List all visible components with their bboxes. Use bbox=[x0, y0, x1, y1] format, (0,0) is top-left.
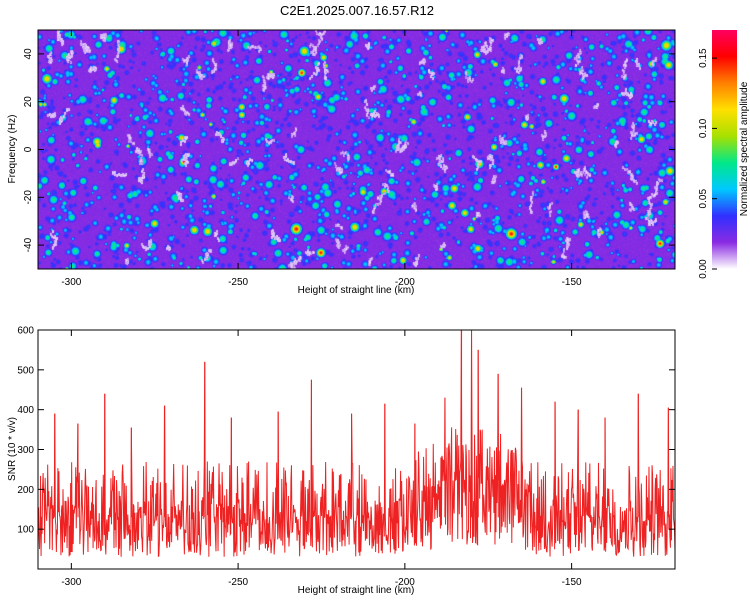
x-tick-label: -200 bbox=[395, 277, 415, 288]
colorbar: 0.00 0.05 0.10 0.15 Normalized spectral amp… bbox=[698, 30, 750, 279]
x-tick-label: -150 bbox=[562, 277, 582, 288]
heatmap-y-axis: -40 -20 0 20 40 bbox=[23, 48, 675, 252]
y-tick-label: -20 bbox=[23, 190, 34, 205]
snr-x-axis: -300 -250 -200 -150 bbox=[61, 330, 582, 588]
y-tick-label: 600 bbox=[17, 326, 34, 337]
colorbar-label: Normalized spectral amplitude bbox=[739, 81, 750, 216]
colorbar-tick-label: 0.10 bbox=[698, 118, 709, 138]
figure-title: C2E1.2025.007.16.57.R12 bbox=[280, 3, 434, 18]
snr-series-line bbox=[37, 329, 676, 558]
x-tick-label: -250 bbox=[228, 577, 248, 588]
snr-y-axis-label: SNR (10 * v/v) bbox=[7, 417, 18, 481]
snr-x-axis-label: Height of straight line (km) bbox=[298, 585, 415, 596]
heatmap-image bbox=[38, 30, 675, 269]
y-tick-label: 400 bbox=[17, 405, 34, 416]
y-tick-label: 20 bbox=[23, 96, 34, 108]
heatmap-x-axis: -300 -250 -200 -150 bbox=[61, 30, 582, 288]
x-tick-label: -250 bbox=[228, 277, 248, 288]
y-tick-label: 100 bbox=[17, 525, 34, 536]
x-tick-label: -300 bbox=[61, 277, 81, 288]
x-tick-label: -150 bbox=[562, 577, 582, 588]
snr-panel: -300 -250 -200 -150 100 200 300 400 500 600 Heig… bbox=[7, 326, 676, 596]
colorbar-tick-label: 0.05 bbox=[698, 189, 709, 209]
snr-y-axis: 100 200 300 400 500 600 bbox=[17, 326, 675, 536]
y-tick-label: 200 bbox=[17, 485, 34, 496]
y-tick-label: 0 bbox=[23, 146, 34, 152]
x-tick-label: -200 bbox=[395, 577, 415, 588]
y-tick-label: 500 bbox=[17, 365, 34, 376]
snr-trace-group bbox=[37, 329, 676, 558]
colorbar-ticks: 0.00 0.05 0.10 0.15 bbox=[698, 48, 717, 279]
colorbar-tick-label: 0.15 bbox=[698, 48, 709, 68]
y-tick-label: 300 bbox=[17, 445, 34, 456]
heatmap-y-axis-label: Frequency (Hz) bbox=[7, 115, 18, 184]
heatmap-x-axis-label: Height of straight line (km) bbox=[298, 285, 415, 296]
colorbar-gradient bbox=[712, 30, 737, 269]
x-tick-label: -300 bbox=[61, 577, 81, 588]
heatmap-image-holder bbox=[38, 30, 675, 269]
y-tick-label: -40 bbox=[23, 237, 34, 252]
y-tick-label: 40 bbox=[23, 48, 34, 60]
colorbar-tick-label: 0.00 bbox=[698, 259, 709, 279]
